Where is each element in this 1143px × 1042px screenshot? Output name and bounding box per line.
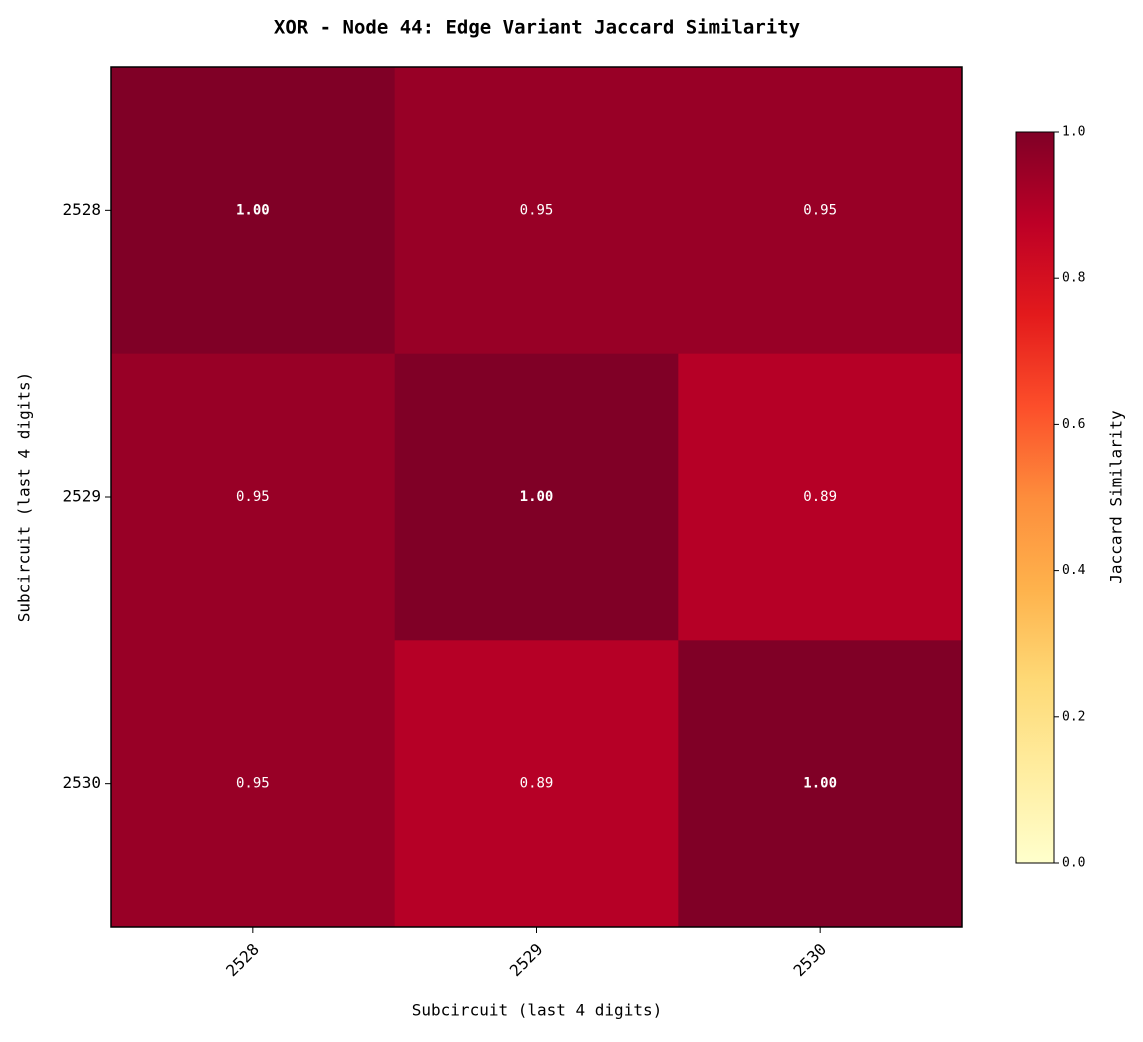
cell-label: 1.00	[803, 776, 837, 792]
cell-label: 0.95	[520, 202, 554, 218]
x-axis-label: Subcircuit (last 4 digits)	[412, 1001, 662, 1020]
colorbar-tick-label: 0.0	[1062, 856, 1085, 871]
y-tick-label: 2530	[62, 773, 101, 792]
cell-label: 1.00	[236, 202, 270, 218]
heatmap-cell	[678, 67, 963, 355]
heatmap-cell	[111, 353, 396, 641]
x-tick-label: 2529	[506, 940, 547, 981]
heatmap-cell	[394, 353, 679, 641]
heatmap-cell	[111, 640, 396, 928]
colorbar-tick-label: 0.8	[1062, 271, 1085, 286]
cell-label: 0.89	[520, 776, 554, 792]
y-tick-label: 2529	[62, 487, 101, 506]
heatmap-cell	[111, 67, 396, 355]
x-tick-label: 2528	[222, 940, 263, 981]
cell-label: 0.89	[803, 489, 837, 505]
cell-label: 0.95	[236, 776, 270, 792]
cell-label: 0.95	[803, 202, 837, 218]
y-axis-label: Subcircuit (last 4 digits)	[15, 372, 34, 622]
x-tick-label: 2530	[789, 940, 830, 981]
chart-title: XOR - Node 44: Edge Variant Jaccard Simi…	[274, 17, 800, 39]
colorbar-tick-label: 0.6	[1062, 417, 1085, 432]
heatmap-cell	[678, 640, 963, 928]
colorbar-label: Jaccard Similarity	[1107, 410, 1126, 584]
colorbar-tick-label: 0.2	[1062, 709, 1085, 724]
heatmap-cell	[394, 640, 679, 928]
colorbar-tick-label: 1.0	[1062, 125, 1085, 140]
heatmap-cell	[394, 67, 679, 355]
cell-label: 0.95	[236, 489, 270, 505]
heatmap-cell	[678, 353, 963, 641]
colorbar	[1015, 131, 1055, 864]
y-tick-label: 2528	[62, 200, 101, 219]
cell-label: 1.00	[520, 489, 554, 505]
colorbar-tick-label: 0.4	[1062, 563, 1086, 578]
